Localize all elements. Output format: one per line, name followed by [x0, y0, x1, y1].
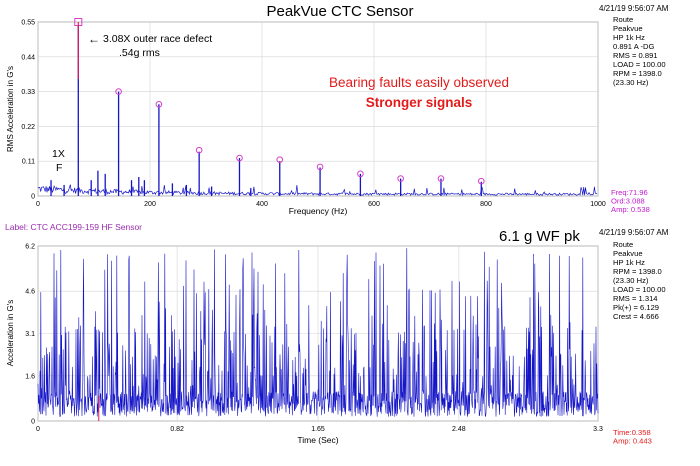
spectrum-grid — [37, 21, 599, 197]
waveform-info-line: Peakvue — [613, 249, 643, 258]
harmonic-marker — [115, 88, 122, 95]
waveform-y-tick-label: 4.6 — [25, 289, 35, 296]
waveform-info-line: RPM = 1398.0 — [613, 267, 662, 276]
harmonic-marker — [437, 175, 445, 182]
spectrum-info-line: LOAD = 100.00 — [613, 60, 666, 69]
spectrum-x-tick-label: 800 — [480, 201, 492, 208]
waveform-peak-note: 6.1 g WF pk — [499, 228, 580, 245]
spectrum-x-tick-label: 200 — [144, 201, 156, 208]
defect-annotation: 3.08X outer race defect — [103, 33, 212, 45]
spectrum-y-ticks: 0 0.11 0.22 0.33 0.44 0.55 — [21, 20, 35, 201]
bearing-faults-note: Bearing faults easily observed — [329, 75, 509, 90]
waveform-chart: 0 0.82 1.65 2.48 3.3 0 1.6 3.1 4.6 6.2 — [25, 244, 603, 434]
spectrum-title: PeakVue CTC Sensor — [266, 3, 413, 20]
spectrum-info-line: HP 1k Hz — [613, 33, 645, 42]
spectrum-info-line: (23.30 Hz) — [613, 78, 649, 87]
spectrum-y-axis-label: RMS Acceleration in G's — [6, 66, 15, 152]
harmonic-marker — [477, 177, 485, 185]
spectrum-y-tick-label: 0 — [31, 194, 35, 201]
waveform-y-tick-label: 6.2 — [25, 244, 35, 251]
harmonic-marker — [276, 156, 284, 163]
spectrum-x-tick-label: 600 — [368, 201, 380, 208]
spectrum-readout-line: Amp: 0.538 — [611, 205, 650, 214]
spectrum-x-tick-label: 0 — [36, 201, 40, 208]
defect-arrow: ← — [88, 32, 100, 46]
waveform-info-line: LOAD = 100.00 — [613, 285, 666, 294]
waveform-info-line: Crest = 4.666 — [613, 312, 659, 321]
spectrum-info-line: RPM = 1398.0 — [613, 69, 662, 78]
waveform-x-tick-label: 1.65 — [311, 426, 325, 433]
one-x-label: 1X — [52, 148, 65, 160]
spectrum-plot-area — [37, 21, 599, 197]
waveform-y-tick-label: 3.1 — [25, 331, 35, 338]
waveform-y-axis-label: Acceleration in G's — [6, 300, 15, 366]
waveform-x-tick-label: 2.48 — [452, 426, 466, 433]
harmonic-marker — [316, 163, 324, 171]
spectrum-y-tick-label: 0.33 — [21, 89, 35, 96]
waveform-readout-line: Time:0.358 — [613, 428, 651, 437]
waveform-x-ticks: 0 0.82 1.65 2.48 3.3 — [36, 426, 603, 433]
harmonic-markers — [74, 18, 485, 185]
spectrum-x-axis-label: Frequency (Hz) — [289, 206, 348, 216]
waveform-signal — [37, 248, 599, 418]
spectrum-timestamp: 4/21/19 9:56:07 AM — [599, 4, 669, 13]
spectrum-y-tick-label: 0.22 — [21, 124, 35, 131]
waveform-x-tick-label: 3.3 — [593, 426, 603, 433]
waveform-info-line: HP 1k Hz — [613, 258, 645, 267]
waveform-y-ticks: 0 1.6 3.1 4.6 6.2 — [25, 244, 35, 426]
spectrum-x-tick-label: 1000 — [590, 201, 606, 208]
spectrum-peaks — [50, 25, 482, 196]
spectrum-y-tick-label: 0.11 — [22, 159, 35, 166]
spectrum-info-line: Peakvue — [613, 24, 643, 33]
waveform-y-tick-label: 0 — [31, 419, 35, 426]
harmonic-marker — [397, 175, 404, 182]
spectrum-y-tick-label: 0.44 — [21, 54, 35, 61]
waveform-timestamp: 4/21/19 9:56:07 AM — [599, 228, 669, 237]
waveform-y-tick-label: 1.6 — [25, 373, 35, 380]
stronger-signals-note: Stronger signals — [366, 95, 473, 110]
harmonic-marker — [195, 146, 203, 154]
waveform-x-axis-label: Time (Sec) — [297, 435, 338, 445]
sensor-label: Label: CTC ACC199-159 HF Sensor — [5, 222, 142, 232]
harmonic-marker — [357, 170, 364, 178]
defect-amplitude-annotation: .54g rms — [119, 47, 160, 59]
waveform-info-line: Route — [613, 240, 633, 249]
f-label: F — [56, 162, 62, 174]
waveform-readout-line: Amp: 0.443 — [613, 437, 652, 446]
harmonic-marker — [236, 154, 243, 162]
spectrum-info-line: Route — [613, 15, 633, 24]
waveform-info-line: Pk(+) = 6.129 — [613, 303, 659, 312]
spectrum-info-line: RMS = 0.891 — [613, 51, 658, 60]
spectrum-y-tick-label: 0.55 — [21, 20, 35, 27]
spectrum-x-tick-label: 400 — [256, 201, 268, 208]
waveform-x-tick-label: 0.82 — [170, 426, 184, 433]
harmonic-marker — [155, 100, 163, 108]
spectrum-readout-line: Ord:3.088 — [611, 197, 645, 206]
waveform-info-line: RMS = 1.314 — [613, 294, 658, 303]
spectrum-readout-line: Freq:71.96 — [611, 188, 648, 197]
waveform-info-line: (23.30 Hz) — [613, 276, 649, 285]
spectrum-chart: 0 200 400 600 800 1000 0 0.11 0.22 0.33 0.44 0.55 — [21, 18, 606, 208]
spectrum-x-ticks: 0 200 400 600 800 1000 — [36, 201, 606, 208]
spectrum-info-line: 0.891 A -DG — [613, 42, 654, 51]
waveform-x-tick-label: 0 — [36, 426, 40, 433]
